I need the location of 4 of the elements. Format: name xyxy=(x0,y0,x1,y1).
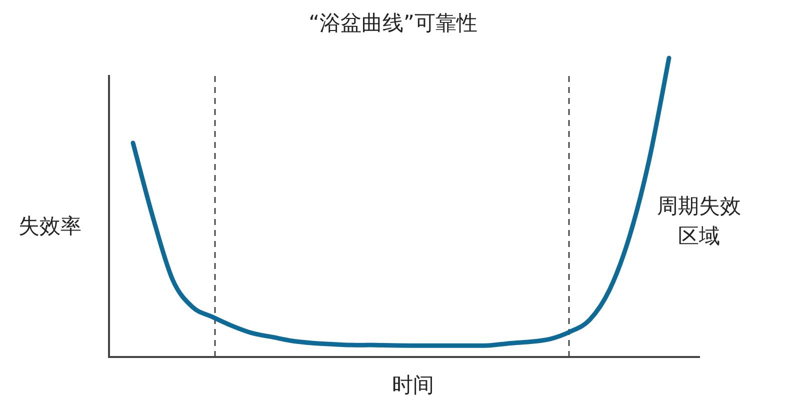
xlabel: 时间 xyxy=(392,373,434,397)
ylabel: 失效率 xyxy=(18,214,82,238)
title: “浴盆曲线”可靠性 xyxy=(308,11,478,35)
annotation: 周期失效区域 xyxy=(656,193,742,250)
